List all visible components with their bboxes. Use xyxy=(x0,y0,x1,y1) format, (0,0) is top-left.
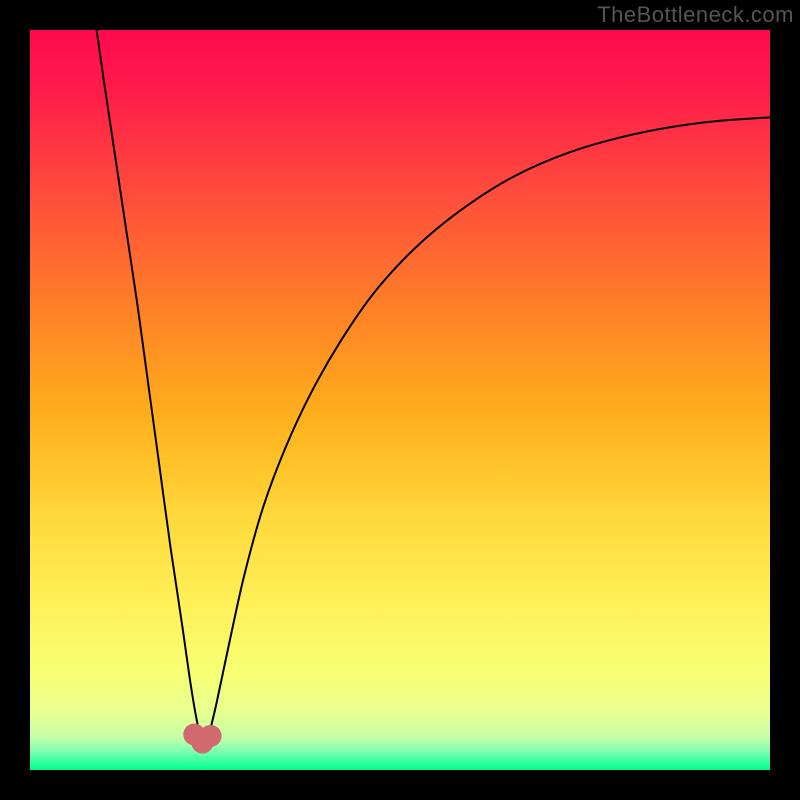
outer-frame: TheBottleneck.com xyxy=(0,0,800,800)
min-marker xyxy=(200,725,222,747)
watermark-text: TheBottleneck.com xyxy=(597,2,794,28)
bottleneck-curve xyxy=(97,30,770,741)
curve-layer xyxy=(30,30,770,770)
plot-area xyxy=(30,30,770,770)
